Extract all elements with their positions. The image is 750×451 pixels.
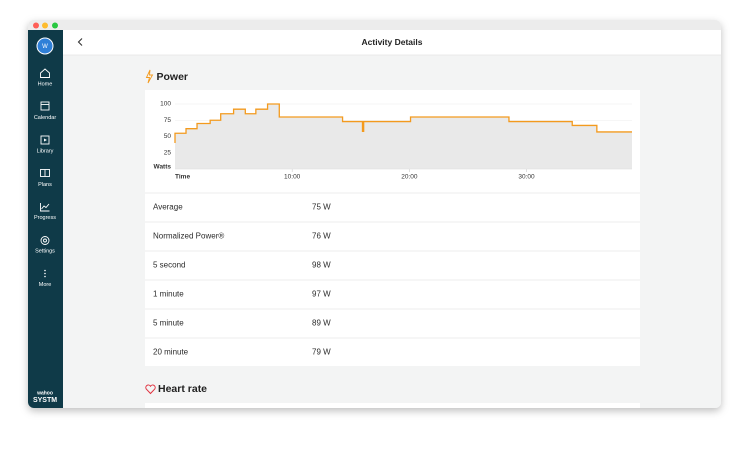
brand: SYSTM [33,397,57,404]
brand-small: wahoo [36,390,53,396]
stat-label: Normalized Power® [153,232,224,241]
nav-label: More [39,282,52,288]
nav-label: Progress [34,215,56,221]
y-tick-label: 50 [164,133,172,140]
nav-more[interactable]: More [39,269,52,288]
stat-value: 76 W [312,232,331,241]
close-button[interactable] [33,22,39,29]
nav-label: Library [37,148,54,154]
y-tick-label: 75 [164,117,172,124]
page-title: Activity Details [362,37,423,47]
area-fill [175,104,632,169]
y-tick-label: 25 [164,149,172,156]
nav-label: Home [38,81,53,87]
section-heading: Power [157,71,189,83]
sidebar [28,30,63,408]
y-axis-label: Watts [154,164,172,171]
nav-label: Settings [35,248,55,254]
title-bar [28,20,721,30]
zoom-button[interactable] [52,22,58,29]
minimize-button[interactable] [42,22,48,29]
stat-label: 1 minute [153,290,184,299]
x-tick-label: 30:00 [518,174,535,181]
x-tick-label: 10:00 [284,174,301,181]
nav-label: Plans [38,182,52,188]
nav-library[interactable]: Library [37,135,54,154]
nav-label: Calendar [34,115,56,121]
heart-rate-card [145,403,640,408]
nav-plans[interactable]: Plans [38,169,52,188]
stat-value: 89 W [312,319,331,328]
stat-label: 5 minute [153,319,184,328]
section-heading: Heart rate [158,383,207,395]
stat-value: 75 W [312,203,331,212]
power-line [174,103,632,143]
power-stats: Average 75 W Normalized Power® 76 W 5 second… [145,192,640,357]
stat-value: 97 W [312,290,331,299]
stat-label: 5 second [153,261,185,270]
stat-label: Average [153,203,183,212]
nav-calendar[interactable]: Calendar [34,101,56,121]
back-button[interactable] [77,38,83,46]
y-tick-label: 100 [160,101,171,108]
header-bar [63,30,721,55]
stat-label: 20 minute [153,348,189,357]
avatar[interactable] [36,37,54,55]
stat-value: 79 W [312,348,331,357]
avatar-initial: W [42,44,48,50]
stat-value: 98 W [312,261,331,270]
x-tick-label: 20:00 [401,174,418,181]
heart-icon [145,384,156,395]
nav-home[interactable]: Home [38,68,53,87]
x-axis-label: Time [175,174,190,181]
nav-settings[interactable]: Settings [35,236,55,255]
power-icon [145,69,154,84]
nav-progress[interactable]: Progress [34,203,56,221]
